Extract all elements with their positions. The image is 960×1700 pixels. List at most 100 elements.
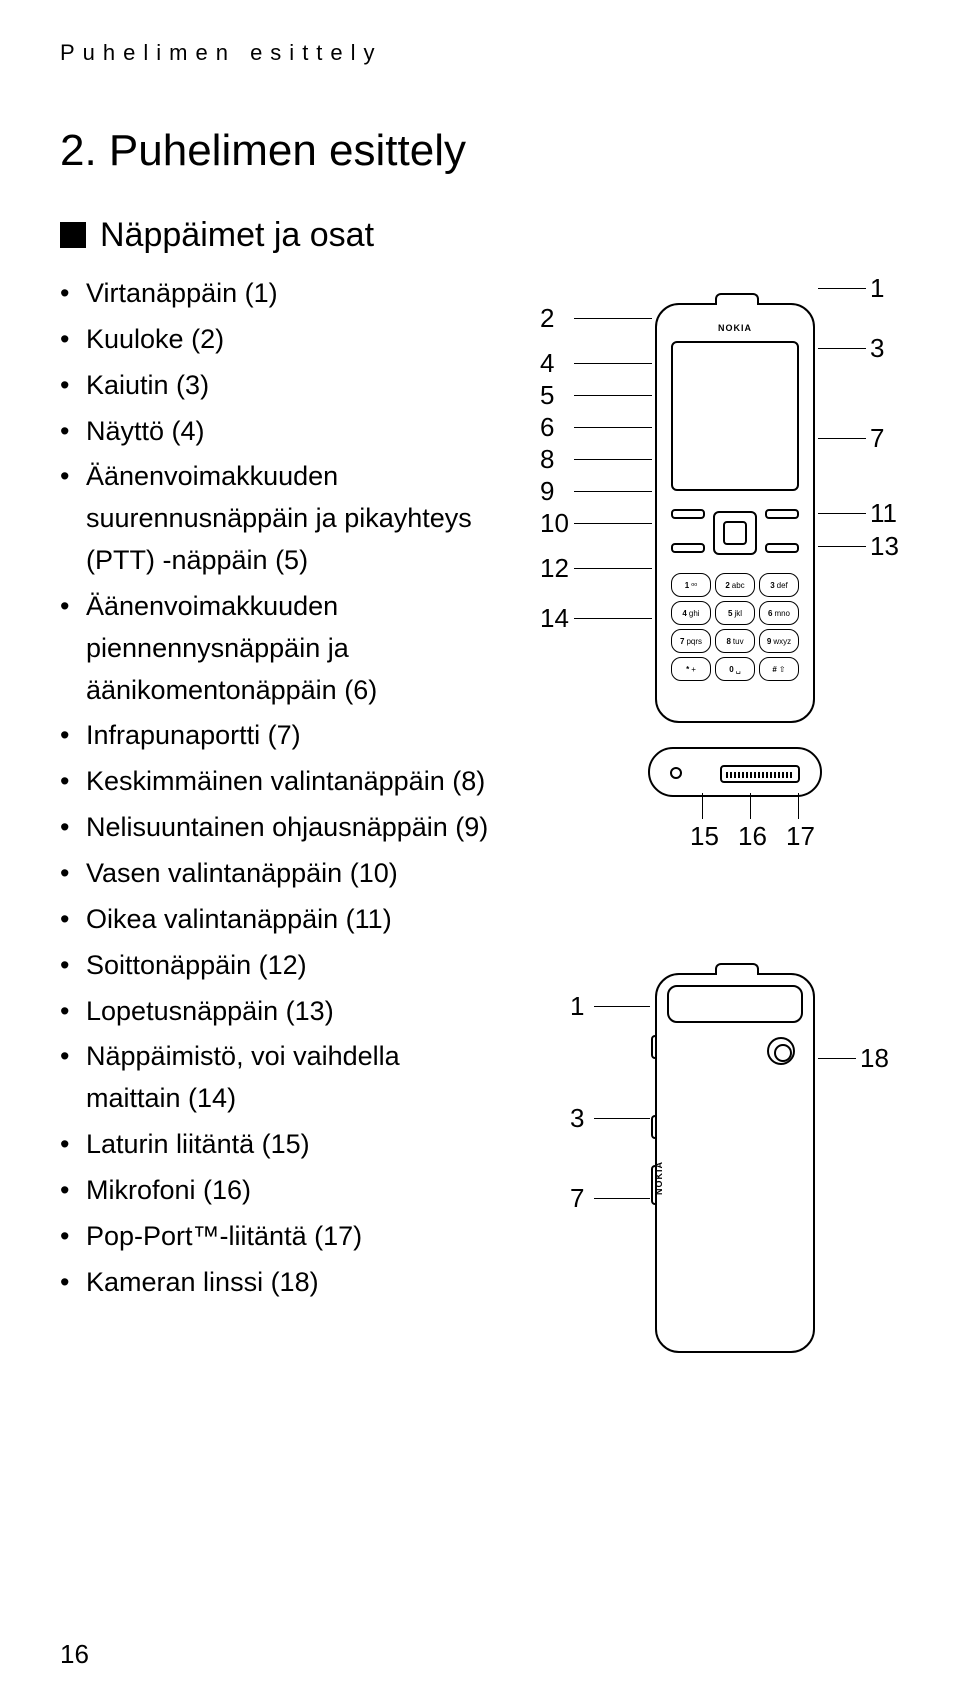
callout-16: 16 [738, 821, 767, 852]
leader-line [594, 1006, 650, 1007]
leader-line [818, 1058, 856, 1059]
parts-list-item: Kameran linssi (18) [60, 1262, 500, 1304]
phone-rear-outline: NOKIA [655, 973, 815, 1353]
parts-list-item: Vasen valintanäppäin (10) [60, 853, 500, 895]
parts-list-item: Laturin liitäntä (15) [60, 1124, 500, 1166]
leader-line [798, 793, 799, 819]
parts-list-item: Keskimmäinen valintanäppäin (8) [60, 761, 500, 803]
keypad-key: *+ [671, 657, 711, 681]
left-softkey-icon [671, 509, 705, 519]
leader-line [818, 288, 866, 289]
parts-list-item: Infrapunaportti (7) [60, 715, 500, 757]
callout-rear-18: 18 [860, 1043, 889, 1074]
parts-list-item: Nelisuuntainen ohjausnäppäin (9) [60, 807, 500, 849]
phone-antenna-icon [715, 293, 759, 305]
brand-label: NOKIA [657, 323, 813, 333]
callout-12: 12 [540, 553, 569, 584]
keypad-key: 8tuv [715, 629, 755, 653]
leader-line [574, 427, 652, 428]
phone-bottom-view [648, 747, 822, 797]
rear-brand-label: NOKIA [654, 1161, 664, 1195]
call-key-icon [671, 543, 705, 553]
callout-14: 14 [540, 603, 569, 634]
parts-list-item: Näyttö (4) [60, 411, 500, 453]
diagram-column: NOKIA 1ᵒᵒ2abc3def 4ghi5jkl6mno 7pqrs8tuv9w… [540, 273, 920, 1373]
phone-front-outline: NOKIA 1ᵒᵒ2abc3def 4ghi5jkl6mno 7pqrs8tuv9w… [655, 303, 815, 723]
keypad-key: 1ᵒᵒ [671, 573, 711, 597]
leader-line [574, 618, 652, 619]
parts-list: Virtanäppäin (1)Kuuloke (2)Kaiutin (3)Nä… [60, 273, 500, 1303]
keypad: 1ᵒᵒ2abc3def 4ghi5jkl6mno 7pqrs8tuv9wxyz *+0… [671, 573, 799, 681]
leader-line [750, 793, 751, 819]
keypad-key: 9wxyz [759, 629, 799, 653]
leader-line [702, 793, 703, 819]
callout-2: 2 [540, 303, 554, 334]
callout-7: 7 [870, 423, 884, 454]
center-key-icon [723, 521, 747, 545]
callout-6: 6 [540, 412, 554, 443]
leader-line [574, 395, 652, 396]
parts-list-item: Soittonäppäin (12) [60, 945, 500, 987]
parts-list-item: Mikrofoni (16) [60, 1170, 500, 1212]
volume-up-icon [651, 1115, 657, 1139]
callout-3: 3 [870, 333, 884, 364]
callout-1: 1 [870, 273, 884, 304]
navigation-cluster [671, 503, 799, 565]
phone-screen [671, 341, 799, 491]
leader-line [574, 568, 652, 569]
keypad-key: 7pqrs [671, 629, 711, 653]
callout-17: 17 [786, 821, 815, 852]
callout-15: 15 [690, 821, 719, 852]
callout-11: 11 [870, 498, 897, 529]
camera-lens-icon [767, 1037, 795, 1065]
rear-panel-top [667, 985, 803, 1023]
leader-line [818, 348, 866, 349]
parts-list-item: Virtanäppäin (1) [60, 273, 500, 315]
callout-rear-1: 1 [570, 991, 584, 1022]
keypad-key: 3def [759, 573, 799, 597]
rear-antenna-icon [715, 963, 759, 975]
parts-list-item: Kaiutin (3) [60, 365, 500, 407]
end-key-icon [765, 543, 799, 553]
callout-5: 5 [540, 380, 554, 411]
leader-line [574, 459, 652, 460]
callout-13: 13 [870, 531, 899, 562]
page-number: 16 [60, 1639, 89, 1670]
right-softkey-icon [765, 509, 799, 519]
running-header: Puhelimen esittely [60, 40, 900, 66]
leader-line [574, 523, 652, 524]
leader-line [574, 318, 652, 319]
leader-line [818, 546, 866, 547]
leader-line [594, 1118, 650, 1119]
leader-line [574, 491, 652, 492]
keypad-key: #⇧ [759, 657, 799, 681]
keypad-key: 2abc [715, 573, 755, 597]
keypad-key: 6mno [759, 601, 799, 625]
parts-list-item: Kuuloke (2) [60, 319, 500, 361]
leader-line [818, 438, 866, 439]
parts-list-item: Pop-Port™-liitäntä (17) [60, 1216, 500, 1258]
parts-list-item: Näppäimistö, voi vaihdella maittain (14) [60, 1036, 500, 1120]
callout-10: 10 [540, 508, 569, 539]
callout-4: 4 [540, 348, 554, 379]
keypad-key: 4ghi [671, 601, 711, 625]
parts-list-item: Oikea valintanäppäin (11) [60, 899, 500, 941]
keypad-key: 5jkl [715, 601, 755, 625]
charger-port-icon [670, 767, 682, 779]
callout-8: 8 [540, 444, 554, 475]
power-button-icon [651, 1035, 657, 1059]
callout-rear-7: 7 [570, 1183, 584, 1214]
parts-list-item: Äänenvoimakkuuden piennennysnäppäin ja ä… [60, 586, 500, 712]
leader-line [574, 363, 652, 364]
pop-port-icon [720, 765, 800, 783]
section-title: Näppäimet ja osat [60, 216, 900, 255]
keypad-key: 0␣ [715, 657, 755, 681]
leader-line [594, 1198, 650, 1199]
parts-list-column: Virtanäppäin (1)Kuuloke (2)Kaiutin (3)Nä… [60, 273, 500, 1307]
leader-line [818, 513, 866, 514]
callout-rear-3: 3 [570, 1103, 584, 1134]
parts-list-item: Äänenvoimakkuuden suurennusnäppäin ja pi… [60, 456, 500, 582]
content-row: Virtanäppäin (1)Kuuloke (2)Kaiutin (3)Nä… [60, 273, 900, 1373]
parts-list-item: Lopetusnäppäin (13) [60, 991, 500, 1033]
callout-9: 9 [540, 476, 554, 507]
